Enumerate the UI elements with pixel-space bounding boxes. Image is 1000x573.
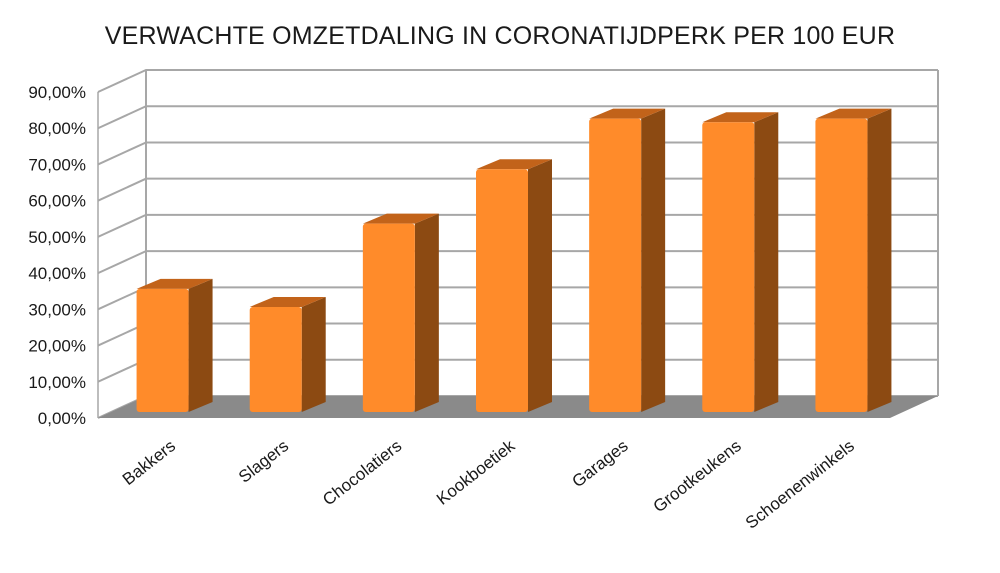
gridline <box>97 250 938 275</box>
bar-top-face <box>589 108 666 119</box>
bar-side-face <box>301 296 326 412</box>
y-tick-label: 80,00% <box>28 119 86 138</box>
bar-top-face <box>815 108 892 119</box>
bar-bakkers <box>136 278 213 412</box>
y-tick-label: 50,00% <box>28 228 86 247</box>
bar-front-face <box>136 288 189 412</box>
bar-front-face <box>249 306 302 412</box>
bar-side-face <box>188 278 213 412</box>
y-tick-label: 0,00% <box>38 409 86 428</box>
y-tick-label: 30,00% <box>28 300 86 319</box>
gridline <box>97 177 938 202</box>
y-tick-label: 40,00% <box>28 264 86 283</box>
bar-grootkeukens <box>702 112 779 412</box>
y-axis-tick-labels: 0,00% 10,00% 20,00% 30,00% 40,00% 50,00% 60,00… <box>28 83 86 428</box>
x-axis-tick-labels: Bakkers Slagers Chocolatiers Kookboetiek Gar… <box>119 436 858 533</box>
x-tick-label: Bakkers <box>119 436 179 489</box>
gridline <box>97 141 938 166</box>
bar-chocolatiers <box>362 213 439 412</box>
gridline <box>97 69 938 93</box>
gridline <box>97 213 938 238</box>
y-tick-label: 60,00% <box>28 192 86 211</box>
bar-side-face <box>528 159 552 412</box>
bar-front-face <box>815 118 868 412</box>
gridline <box>97 105 938 130</box>
y-tick-label: 20,00% <box>28 337 86 356</box>
bar-top-face <box>136 278 213 289</box>
bar-front-face <box>476 169 528 412</box>
bar-top-face <box>362 213 439 224</box>
bar-schoenenwinkels <box>815 108 892 412</box>
x-tick-label: Schoenenwinkels <box>742 436 858 532</box>
bar-side-face <box>414 213 439 412</box>
bar-top-face <box>476 159 552 170</box>
y-tick-label: 10,00% <box>28 373 86 392</box>
bar-layer <box>136 108 892 412</box>
bar-front-face <box>702 122 755 412</box>
y-tick-label: 90,00% <box>28 83 86 102</box>
x-tick-label: Slagers <box>235 436 292 486</box>
bar-side-face <box>867 108 892 412</box>
bar-garages <box>589 108 666 412</box>
bar-top-face <box>702 112 779 123</box>
bar-front-face <box>362 223 415 412</box>
bar-front-face <box>589 118 642 412</box>
bar-side-face <box>641 108 666 412</box>
bar-kookboetiek <box>476 159 552 412</box>
x-tick-label: Kookboetiek <box>433 436 519 509</box>
bar-side-face <box>754 112 779 412</box>
x-tick-label: Chocolatiers <box>319 436 405 509</box>
y-tick-label: 70,00% <box>28 155 86 174</box>
grid-layer <box>97 69 939 419</box>
bar-slagers <box>249 296 326 412</box>
x-tick-label: Garages <box>569 436 632 491</box>
bar-top-face <box>249 296 326 307</box>
x-tick-label: Grootkeukens <box>650 436 745 516</box>
chart-title: VERWACHTE OMZETDALING IN CORONATIJDPERK … <box>104 22 896 50</box>
